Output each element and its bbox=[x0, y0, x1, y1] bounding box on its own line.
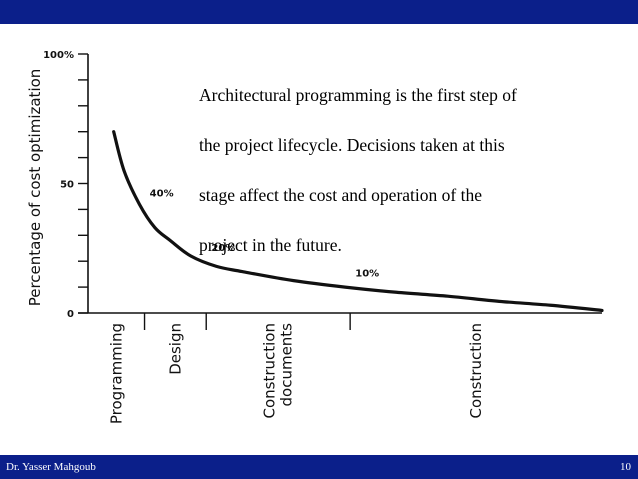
y-tick-label: 0 bbox=[67, 309, 74, 320]
y-axis-title: Percentage of cost optimization bbox=[26, 69, 44, 307]
y-tick-label: 50 bbox=[60, 180, 74, 191]
caption-line: project in the future. bbox=[199, 235, 342, 255]
caption-line: stage affect the cost and operation of t… bbox=[199, 185, 482, 205]
phase-label-line: Programming bbox=[107, 323, 125, 424]
phase-label: Construction bbox=[467, 323, 485, 419]
caption-line: Architectural programming is the first s… bbox=[199, 85, 517, 105]
slide-caption: Architectural programming is the first s… bbox=[199, 58, 599, 283]
phase-label: Programming bbox=[107, 323, 125, 424]
cost-curve bbox=[112, 130, 604, 313]
phase-label-line: Construction bbox=[467, 323, 485, 419]
chart-marks: 40% 20% 10% bbox=[112, 130, 604, 313]
cost-optimization-chart: 100% 50 0 Percentage of cost optimization Pr… bbox=[26, 50, 604, 424]
phase-label: Construction documents bbox=[261, 323, 296, 419]
phase-label-line: Construction bbox=[261, 323, 279, 419]
phase-label-line: documents bbox=[278, 323, 296, 407]
curve-annotation: 20% bbox=[211, 243, 235, 254]
page-number: 10 bbox=[620, 461, 631, 473]
phase-label: Design bbox=[166, 323, 184, 375]
curve-annotation: 10% bbox=[355, 269, 379, 280]
caption-line: the project lifecycle. Decisions taken a… bbox=[199, 135, 505, 155]
footer-bar: Dr. Yasser Mahgoub 10 bbox=[0, 455, 638, 479]
curve-annotation: 40% bbox=[150, 188, 174, 199]
chart-axes: 100% 50 0 Percentage of cost optimization Pr… bbox=[26, 50, 602, 424]
y-tick-label: 100% bbox=[43, 50, 74, 61]
top-title-bar bbox=[0, 0, 638, 24]
phase-label-line: Design bbox=[166, 323, 184, 375]
footer-author: Dr. Yasser Mahgoub bbox=[6, 461, 96, 473]
